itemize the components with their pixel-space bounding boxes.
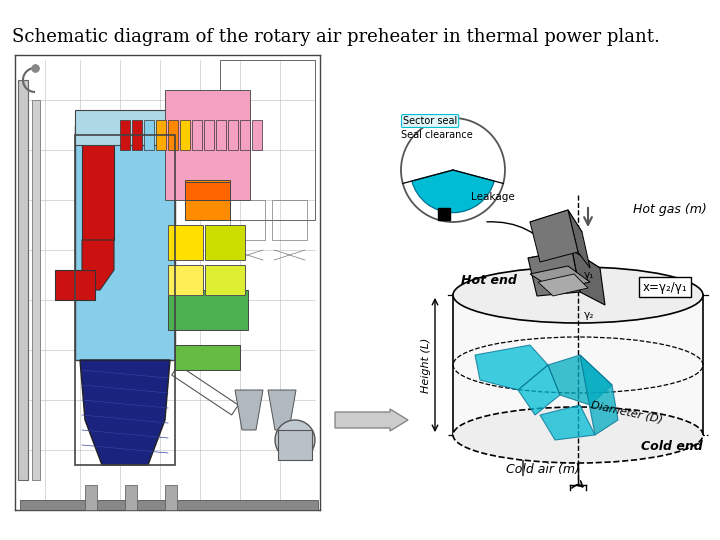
Text: Schematic diagram of the rotary air preheater in thermal power plant.: Schematic diagram of the rotary air preh…: [12, 28, 660, 46]
Polygon shape: [530, 210, 578, 262]
Bar: [205, 225, 245, 260]
Text: γ₁: γ₁: [584, 270, 595, 280]
Bar: [75, 110, 175, 145]
Polygon shape: [528, 250, 580, 296]
Bar: [185, 180, 230, 220]
Bar: [168, 120, 178, 150]
Bar: [180, 120, 190, 150]
Bar: [75, 135, 175, 465]
Polygon shape: [572, 250, 605, 305]
Bar: [75, 125, 175, 360]
Bar: [230, 200, 265, 240]
Bar: [240, 120, 250, 150]
Circle shape: [401, 118, 505, 222]
Bar: [125, 485, 137, 510]
Bar: [278, 430, 312, 460]
Bar: [20, 500, 318, 510]
Polygon shape: [538, 274, 588, 296]
Text: Hot end: Hot end: [461, 274, 517, 287]
Bar: [168, 290, 248, 330]
Bar: [168, 225, 203, 260]
Text: Sector seal: Sector seal: [403, 116, 457, 126]
Circle shape: [275, 420, 315, 460]
Polygon shape: [453, 295, 703, 435]
Bar: [205, 265, 245, 295]
Bar: [132, 120, 142, 150]
Bar: [175, 345, 240, 370]
Bar: [185, 182, 230, 200]
FancyArrowPatch shape: [572, 481, 582, 488]
Polygon shape: [528, 250, 600, 278]
Bar: [252, 120, 262, 150]
Polygon shape: [530, 266, 590, 290]
Polygon shape: [235, 390, 263, 430]
Polygon shape: [82, 240, 114, 290]
Bar: [82, 125, 114, 240]
Bar: [165, 485, 177, 510]
Bar: [272, 200, 307, 240]
Text: Cold end: Cold end: [641, 441, 703, 454]
Bar: [228, 120, 238, 150]
Bar: [168, 265, 203, 295]
Polygon shape: [475, 345, 548, 390]
Text: x=γ₂/γ₁: x=γ₂/γ₁: [643, 280, 688, 294]
Bar: [216, 120, 226, 150]
Polygon shape: [80, 360, 170, 465]
Bar: [204, 120, 214, 150]
Text: γ₂: γ₂: [584, 310, 595, 320]
Ellipse shape: [453, 267, 703, 323]
Polygon shape: [530, 210, 582, 244]
Polygon shape: [548, 355, 612, 405]
Polygon shape: [518, 365, 560, 415]
Bar: [120, 120, 130, 150]
Bar: [55, 270, 95, 300]
Bar: [18, 80, 28, 480]
Ellipse shape: [453, 407, 703, 463]
Wedge shape: [412, 170, 494, 213]
FancyArrow shape: [335, 409, 408, 431]
Text: Height (L): Height (L): [421, 338, 431, 393]
Bar: [144, 120, 154, 150]
Text: Leakage: Leakage: [471, 192, 515, 202]
Bar: [156, 120, 166, 150]
Polygon shape: [580, 355, 618, 435]
Polygon shape: [268, 390, 296, 430]
Text: Diameter (D): Diameter (D): [590, 400, 664, 424]
Bar: [220, 60, 315, 220]
Bar: [192, 120, 202, 150]
Bar: [32, 100, 40, 480]
Text: Seal clearance: Seal clearance: [401, 130, 473, 140]
Polygon shape: [568, 210, 590, 268]
Text: Hot gas (m): Hot gas (m): [633, 204, 707, 217]
Bar: [438, 208, 450, 220]
Text: Cold air (m): Cold air (m): [506, 463, 580, 476]
Bar: [85, 485, 97, 510]
Bar: [165, 90, 250, 200]
Polygon shape: [540, 405, 595, 440]
